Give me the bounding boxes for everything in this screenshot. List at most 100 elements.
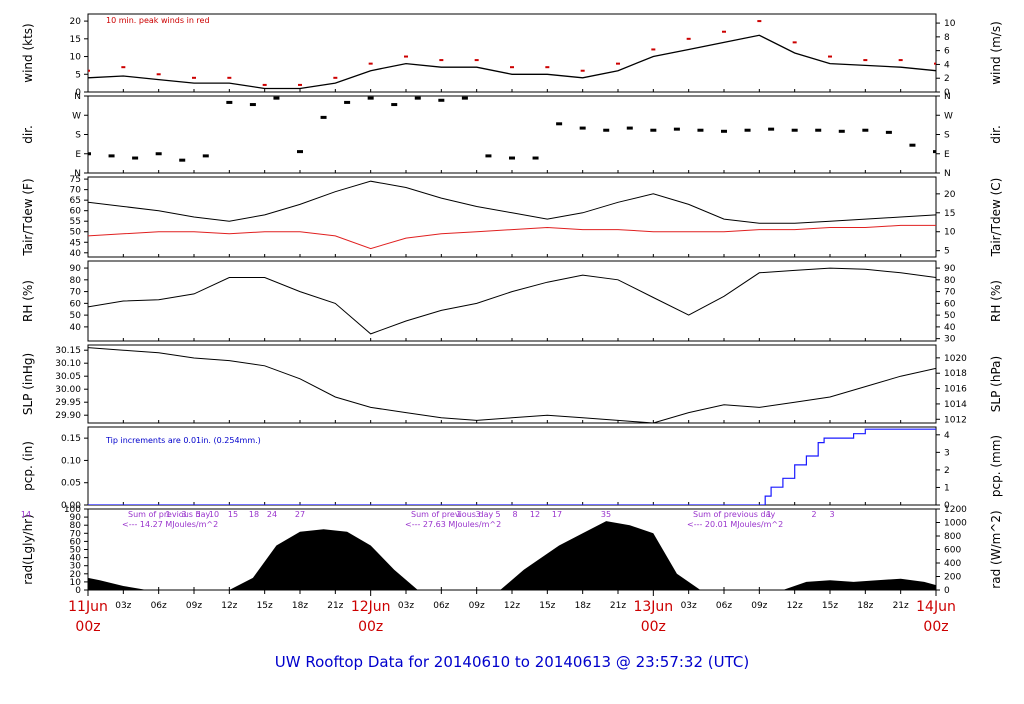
pcp-ylabel-left: pcp. (in) — [21, 441, 35, 491]
dir-point — [297, 150, 303, 154]
temp-ltick-label: 65 — [70, 196, 81, 206]
rad-daysum-title: Sum of previous day — [411, 510, 493, 519]
wind-ylabel-left: wind (kts) — [21, 23, 35, 82]
wind-peak-mark — [510, 66, 514, 69]
hour-tick-label: 03z — [115, 601, 131, 611]
rh-ltick-label: 70 — [70, 288, 82, 298]
dir-point — [509, 156, 515, 160]
rad-hour-mark: 24 — [267, 510, 277, 519]
temp-ylabel-right: Tair/Tdew (C) — [989, 178, 1003, 258]
slp-ltick-label: 29.95 — [55, 398, 81, 408]
rh-ylabel-right: RH (%) — [989, 280, 1003, 322]
rad-rtick-label: 1200 — [944, 505, 967, 515]
slp-ltick-label: 30.10 — [55, 359, 81, 369]
rad-rtick-label: 200 — [944, 573, 961, 583]
dir-ltick-label: W — [72, 111, 81, 121]
wind-peak-mark — [898, 59, 903, 62]
slp-ltick-label: 30.05 — [55, 372, 81, 382]
dir-point — [108, 154, 115, 158]
dir-point — [579, 126, 586, 130]
dir-point — [202, 154, 209, 158]
panel-pcp: 0.00 0.05 0.10 0.15 0 1 2 3 4 pcp. (in) pcp. (mm) T… — [21, 426, 1003, 511]
tair-line — [88, 180, 936, 224]
day-hour-label: 00z — [358, 619, 383, 635]
temp-ltick-label: 75 — [70, 175, 81, 185]
day-date-label: 13Jun — [633, 599, 673, 615]
rad-hour-mark: 15 — [228, 510, 238, 519]
temp-rtick-label: 10 — [944, 228, 956, 238]
wind-peak-mark — [368, 62, 373, 65]
wind-peak-mark — [686, 37, 691, 40]
rad-ltick-label: 10 — [70, 578, 82, 588]
slp-ltick-label: 29.90 — [55, 411, 81, 421]
rh-ylabel-left: RH (%) — [21, 280, 35, 322]
slp-ltick-label: 30.00 — [55, 385, 81, 395]
wind-peak-mark — [156, 73, 161, 76]
dir-point — [815, 128, 822, 132]
day-hour-label: 00z — [641, 619, 666, 635]
wind-rtick-label: 8 — [944, 33, 950, 43]
wind-peak-mark — [192, 76, 196, 79]
rad-daysum-title: Sum of previous day — [128, 510, 210, 519]
slp-rtick-label: 1018 — [944, 369, 967, 379]
dir-point — [933, 150, 936, 154]
hour-tick-label: 12z — [221, 601, 237, 611]
wind-peak-mark — [580, 69, 585, 72]
wind-frame — [87, 13, 937, 93]
dir-point — [744, 128, 751, 132]
wind-annotation: 10 min. peak winds in red — [106, 16, 210, 25]
rh-rtick-label: 60 — [944, 299, 956, 309]
rad-ltick-label: 70 — [70, 529, 82, 539]
hour-tick-label: 09z — [469, 601, 485, 611]
rad-ltick-label: 50 — [70, 546, 82, 556]
slp-rtick-label: 1020 — [944, 354, 967, 364]
pcp-rtick-label: 4 — [944, 431, 950, 441]
rad-hour-mark: 3 — [475, 510, 480, 519]
wind-peak-mark — [545, 66, 550, 69]
rad-hour-mark: 8 — [512, 510, 517, 519]
wind-mean-line — [88, 34, 936, 90]
wind-ylabel-right: wind (m/s) — [989, 21, 1003, 85]
dir-point — [532, 156, 539, 160]
rh-line — [88, 267, 936, 335]
dir-point — [603, 128, 610, 132]
wind-ltick-label: 5 — [75, 70, 81, 80]
rad-plot — [88, 521, 936, 590]
temp-ltick-label: 55 — [70, 217, 81, 227]
rh-ltick-label: 50 — [70, 311, 82, 321]
rad-ltick-label: 80 — [70, 521, 82, 531]
rad-ltick-label: 30 — [70, 562, 82, 572]
day-hour-label: 00z — [75, 619, 100, 635]
hour-tick-label: 06z — [151, 601, 167, 611]
dir-point — [721, 129, 727, 133]
hour-tick-label: 03z — [398, 601, 414, 611]
pcp-rtick-label: 3 — [944, 448, 950, 458]
slp-ylabel-right: SLP (hPa) — [989, 356, 1003, 412]
day-hour-label: 00z — [923, 619, 948, 635]
rad-daysum-value: <--- 14.27 MJoules/m^2 — [122, 520, 218, 529]
dir-point — [273, 96, 280, 100]
slp-plot — [88, 347, 936, 423]
wind-rtick-label: 2 — [944, 74, 950, 84]
day-date-label: 12Jun — [351, 599, 391, 615]
rad-ylabel-right: rad (W/m^2) — [989, 510, 1003, 588]
dir-point — [485, 154, 492, 158]
rad-hour-mark: 27 — [295, 510, 305, 519]
dir-point — [838, 129, 845, 133]
temp-ltick-label: 40 — [70, 249, 82, 259]
rad-hour-mark: 12 — [530, 510, 540, 519]
dir-point — [249, 103, 256, 107]
dir-ylabel-right: dir. — [989, 125, 1003, 144]
rad-ltick-label: 60 — [70, 537, 82, 547]
rad-hour-mark: 2 — [811, 510, 816, 519]
rad-hour-mark: 1 — [165, 510, 170, 519]
rad-hour-mark: 18 — [249, 510, 259, 519]
wind-peak-mark — [828, 55, 832, 58]
dir-point — [862, 128, 869, 132]
rh-rtick-label: 70 — [944, 288, 956, 298]
dir-point — [414, 96, 421, 100]
temp-plot — [88, 180, 936, 250]
panel-rad: 0102030405060708090100020040060080010001… — [21, 505, 1003, 596]
dir-rtick-label: S — [944, 131, 950, 141]
